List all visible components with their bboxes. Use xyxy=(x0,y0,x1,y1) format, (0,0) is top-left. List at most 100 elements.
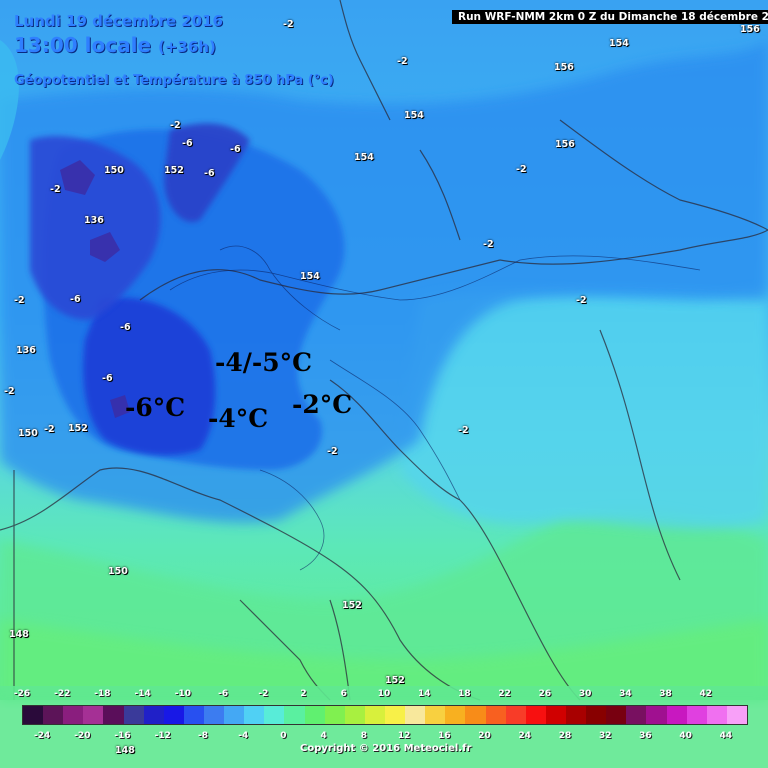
colorbar-swatch xyxy=(284,706,305,724)
isotherm-label: -2 xyxy=(458,425,469,436)
isotherm-label: -2 xyxy=(576,295,587,306)
colorbar-swatch xyxy=(545,706,566,724)
colorbar-swatch xyxy=(525,706,546,724)
colorbar-tick-label: 32 xyxy=(598,731,612,741)
geopotential-label: 154 xyxy=(354,152,374,163)
geopotential-label: 150 xyxy=(108,566,128,577)
colorbar-backdrop xyxy=(0,686,768,768)
colorbar-tick-label: 20 xyxy=(478,731,491,741)
isotherm-label: -6 xyxy=(102,373,113,384)
colorbar-tick-label: -4 xyxy=(238,731,249,741)
colorbar-tick-label: 4 xyxy=(320,731,327,741)
colorbar-tick-label: -18 xyxy=(94,689,111,699)
colorbar-swatch xyxy=(565,706,587,724)
colorbar-tick-label: -2 xyxy=(258,689,269,699)
geopotential-label: 152 xyxy=(164,165,184,176)
colorbar-swatch xyxy=(445,706,466,724)
annotation-minus4-minus5: -4/-5°C xyxy=(215,348,313,377)
copyright-notice: Copyright © 2016 Meteociel.fr xyxy=(300,743,472,754)
forecast-parameter: Géopotentiel et Température à 850 hPa (°… xyxy=(14,73,334,88)
colorbar-tick-label: 8 xyxy=(360,731,368,741)
colorbar-tick-label: -26 xyxy=(13,689,31,699)
isotherm-label: -2 xyxy=(327,446,338,457)
geopotential-label: 152 xyxy=(385,675,405,686)
colorbar-swatch xyxy=(43,706,64,724)
colorbar-tick-label: 38 xyxy=(659,689,672,699)
colorbar-swatch xyxy=(324,706,345,724)
annotation-minus6: -6°C xyxy=(125,393,186,422)
colorbar-swatch xyxy=(224,706,245,724)
colorbar-tick-label: -24 xyxy=(33,731,51,741)
colorbar-swatch xyxy=(706,706,727,724)
isotherm-label: -6 xyxy=(230,144,241,155)
colorbar-tick-label: 22 xyxy=(498,689,511,699)
geopotential-label: 154 xyxy=(609,38,629,49)
geopotential-label: 136 xyxy=(84,215,104,226)
isotherm-label: -6 xyxy=(120,322,131,333)
geopotential-label: 154 xyxy=(300,271,320,282)
geopotential-label: 152 xyxy=(342,600,362,611)
colorbar-swatch xyxy=(586,706,607,724)
isotherm-label: -2 xyxy=(50,184,61,195)
colorbar-tick-label: 30 xyxy=(578,689,592,699)
colorbar-swatch xyxy=(264,706,285,724)
colorbar-tick-label: 26 xyxy=(538,689,552,699)
colorbar-swatch xyxy=(505,706,526,724)
isotherm-label: -6 xyxy=(182,138,193,149)
geopotential-label: 136 xyxy=(16,345,36,356)
colorbar-swatch xyxy=(203,706,225,724)
colorbar-tick-label: -10 xyxy=(174,689,192,699)
colorbar-swatch xyxy=(384,706,406,724)
colorbar-tick-label: 40 xyxy=(679,731,692,741)
colorbar-tick-label: 10 xyxy=(377,689,391,699)
isotherm-label: -2 xyxy=(516,164,527,175)
colorbar-tick-label: 34 xyxy=(619,689,632,699)
colorbar-tick-label: 0 xyxy=(280,731,287,741)
colorbar-tick-label: -12 xyxy=(154,731,171,741)
colorbar-tick-label: 14 xyxy=(417,689,431,699)
run-info-box: Run WRF-NMM 2km 0 Z du Dimanche 18 décem… xyxy=(452,10,768,24)
colorbar-tick-label: 16 xyxy=(438,731,451,741)
geopotential-label: 156 xyxy=(740,24,760,35)
isotherm-label: -2 xyxy=(170,120,181,131)
isotherm-label: -2 xyxy=(44,424,55,435)
colorbar-swatch xyxy=(304,706,325,724)
colorbar-swatch xyxy=(103,706,124,724)
geopotential-label: 148 xyxy=(9,629,29,640)
colorbar-tick-label: -8 xyxy=(198,731,208,741)
colorbar-swatch xyxy=(163,706,184,724)
isotherm-label: -6 xyxy=(70,294,81,305)
colorbar-swatch xyxy=(344,706,365,724)
colorbar-tick-label: -22 xyxy=(54,689,71,699)
colorbar-swatch xyxy=(626,706,647,724)
field-green-zone-2 xyxy=(0,620,768,700)
colorbar-tick-label: -16 xyxy=(114,731,131,741)
colorbar-tick-label: 2 xyxy=(300,689,307,699)
colorbar-swatch xyxy=(183,706,204,724)
forecast-time: 13:00 locale (+36h) xyxy=(14,33,216,57)
geopotential-label: 148 xyxy=(115,745,135,756)
colorbar-swatch xyxy=(686,706,707,724)
colorbar-swatch xyxy=(726,706,747,724)
isotherm-label: -6 xyxy=(204,168,215,179)
field-minus6-north xyxy=(164,123,250,222)
colorbar-tick-label: 12 xyxy=(397,731,411,741)
colorbar-tick-label: -6 xyxy=(218,689,229,699)
isotherm-label: -2 xyxy=(283,19,294,30)
colorbar-tick-label: -20 xyxy=(74,731,91,741)
colorbar-tick-label: 6 xyxy=(340,689,347,699)
isotherm-label: -2 xyxy=(483,239,494,250)
field-cyan-zone xyxy=(400,290,768,529)
geopotential-label: 152 xyxy=(68,423,88,434)
geopotential-label: 154 xyxy=(404,110,424,121)
forecast-date: Lundi 19 décembre 2016 xyxy=(14,12,223,30)
colorbar-swatch xyxy=(405,706,426,724)
geopotential-label: 150 xyxy=(104,165,124,176)
colorbar-swatch xyxy=(123,706,144,724)
forecast-time-offset: (+36h) xyxy=(157,38,216,56)
annotation-minus2: -2°C xyxy=(292,390,353,419)
geopotential-label: 156 xyxy=(554,62,574,73)
geopotential-label: 156 xyxy=(555,139,575,150)
colorbar-tick-label: 44 xyxy=(719,731,733,741)
